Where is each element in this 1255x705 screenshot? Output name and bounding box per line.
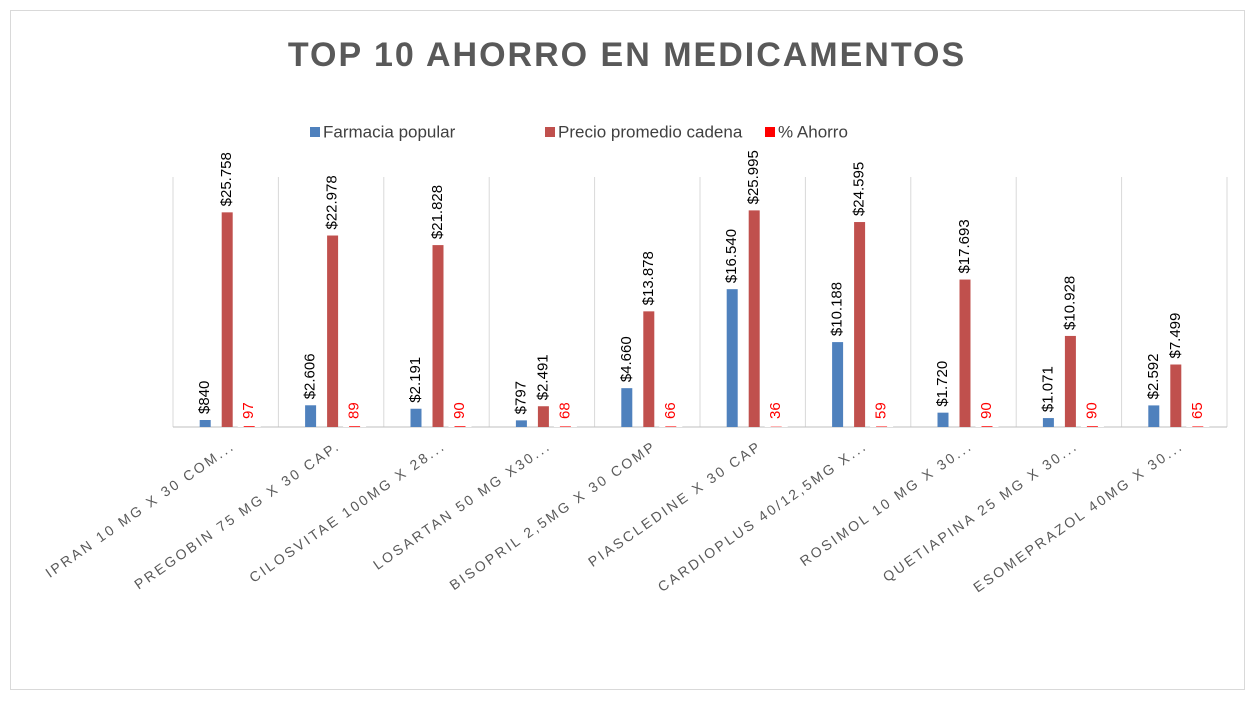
value-label: $2.592: [1145, 354, 1162, 400]
value-label: $840: [196, 381, 213, 414]
value-label: $25.758: [218, 152, 235, 206]
value-label: $797: [512, 381, 529, 414]
legend-label: % Ahorro: [778, 122, 848, 141]
value-label: $2.191: [407, 357, 424, 403]
value-label: $2.606: [302, 353, 319, 399]
bar: [411, 409, 422, 427]
value-label: $22.978: [324, 175, 341, 229]
bar: [665, 426, 676, 427]
bar: [538, 406, 549, 427]
legend-label: Farmacia popular: [323, 122, 456, 141]
bar: [560, 426, 571, 427]
value-label: 36: [767, 402, 784, 419]
bar: [244, 426, 255, 427]
value-label: $10.188: [829, 282, 846, 336]
bar: [832, 342, 843, 427]
bar: [960, 280, 971, 427]
bar: [516, 420, 527, 427]
value-label: $4.660: [618, 336, 635, 382]
value-label: 59: [873, 402, 890, 419]
bar: [938, 413, 949, 427]
bar: [1148, 405, 1159, 427]
value-label: 90: [978, 402, 995, 419]
bar: [433, 245, 444, 427]
legend-swatch: [545, 127, 555, 137]
legend-label: Precio promedio cadena: [558, 122, 743, 141]
value-label: $24.595: [851, 162, 868, 216]
value-label: $25.995: [745, 150, 762, 204]
bar: [349, 426, 360, 427]
value-label: 89: [346, 402, 363, 419]
value-label: $1.071: [1039, 366, 1056, 412]
value-label: 66: [662, 402, 679, 419]
value-label: $10.928: [1061, 276, 1078, 330]
bar: [1192, 426, 1203, 427]
value-label: $17.693: [956, 219, 973, 273]
value-label: 90: [451, 402, 468, 419]
value-label: $16.540: [723, 229, 740, 283]
value-label: 65: [1189, 402, 1206, 419]
bar: [749, 210, 760, 427]
bar: [1170, 365, 1181, 427]
bar: [1087, 426, 1098, 427]
bar: [1043, 418, 1054, 427]
legend-swatch: [310, 127, 320, 137]
bar: [327, 236, 338, 427]
value-label: $1.720: [934, 361, 951, 407]
bar: [854, 222, 865, 427]
bar: [305, 405, 316, 427]
chart-title: TOP 10 AHORRO EN MEDICAMENTOS: [288, 36, 966, 74]
value-label: 68: [556, 402, 573, 419]
bar: [200, 420, 211, 427]
bar: [982, 426, 993, 427]
bar: [455, 426, 466, 427]
legend-swatch: [765, 127, 775, 137]
bar: [643, 311, 654, 427]
bar: [621, 388, 632, 427]
value-label: $7.499: [1167, 313, 1184, 359]
value-label: $21.828: [429, 185, 446, 239]
value-label: 97: [240, 402, 257, 419]
bar: [727, 289, 738, 427]
bar: [1065, 336, 1076, 427]
bar: [222, 212, 233, 427]
value-label: 90: [1083, 402, 1100, 419]
value-label: $2.491: [534, 354, 551, 400]
value-label: $13.878: [640, 251, 657, 305]
